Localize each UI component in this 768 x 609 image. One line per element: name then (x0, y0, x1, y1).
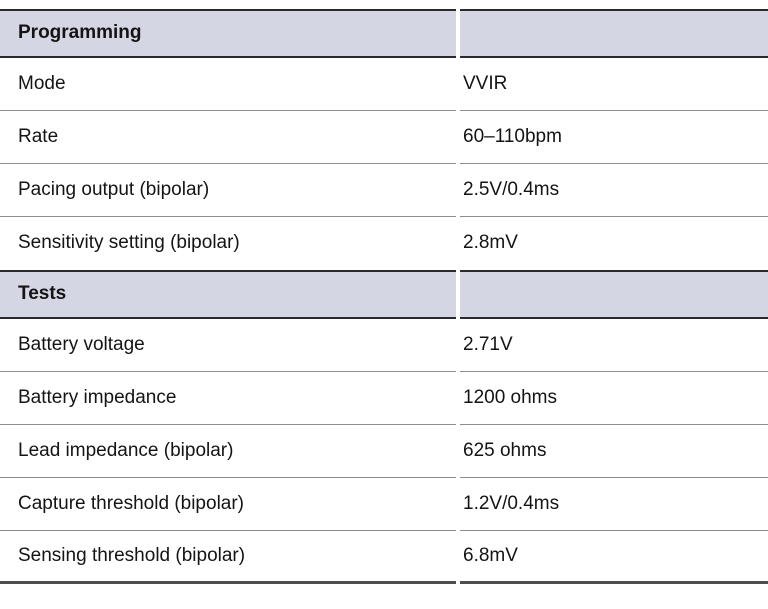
row-value: 2.5V/0.4ms (460, 164, 768, 217)
table-row: Pacing output (bipolar) 2.5V/0.4ms (0, 164, 768, 217)
section-header-label: Programming (0, 9, 456, 58)
section-header-row: Programming (0, 9, 768, 58)
row-value: 2.71V (460, 319, 768, 372)
table-row: Mode VVIR (0, 58, 768, 111)
row-label: Mode (0, 58, 456, 111)
table-row: Sensing threshold (bipolar) 6.8mV (0, 531, 768, 584)
table-row: Rate 60–110bpm (0, 111, 768, 164)
row-label: Pacing output (bipolar) (0, 164, 456, 217)
row-value: 1200 ohms (460, 372, 768, 425)
section-header-label: Tests (0, 270, 456, 319)
section-header-spacer (460, 9, 768, 58)
row-value: 625 ohms (460, 425, 768, 478)
table-row: Battery impedance 1200 ohms (0, 372, 768, 425)
table-row: Sensitivity setting (bipolar) 2.8mV (0, 217, 768, 270)
row-label: Lead impedance (bipolar) (0, 425, 456, 478)
pacemaker-check-table: Programming Mode VVIR Rate 60–110bpm Pac… (0, 9, 768, 584)
row-label: Sensing threshold (bipolar) (0, 531, 456, 584)
row-value: 1.2V/0.4ms (460, 478, 768, 531)
row-label: Sensitivity setting (bipolar) (18, 232, 240, 254)
row-value: 6.8mV (460, 531, 768, 584)
row-value: VVIR (460, 58, 768, 111)
table-row: Lead impedance (bipolar) 625 ohms (0, 425, 768, 478)
table-row: Capture threshold (bipolar) 1.2V/0.4ms (0, 478, 768, 531)
section-header-row: Tests (0, 270, 768, 319)
row-label: Capture threshold (bipolar) (0, 478, 456, 531)
row-label: Battery voltage (0, 319, 456, 372)
row-label: Rate (0, 111, 456, 164)
row-label: Battery impedance (0, 372, 456, 425)
row-value: 2.8mV (463, 232, 518, 254)
table-row: Battery voltage 2.71V (0, 319, 768, 372)
row-value: 60–110bpm (460, 111, 768, 164)
section-header-spacer (460, 270, 768, 319)
